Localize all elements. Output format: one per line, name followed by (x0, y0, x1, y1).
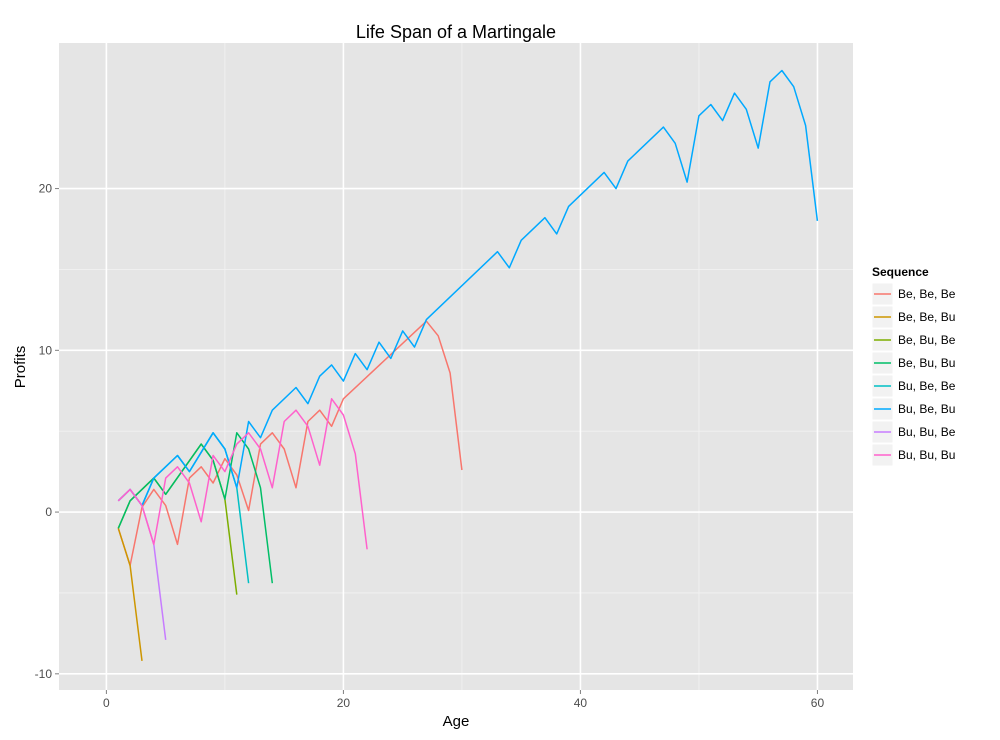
series-line-3 (117, 432, 274, 584)
legend-label-5: Bu, Be, Bu (898, 402, 955, 416)
legend-label-4: Bu, Be, Be (898, 379, 956, 393)
series-line-5 (117, 69, 819, 507)
x-tick-label: 0 (103, 696, 110, 710)
chart-title: Life Span of a Martingale (356, 22, 556, 42)
legend-title: Sequence (872, 265, 929, 279)
legend-label-7: Bu, Bu, Bu (898, 448, 955, 462)
y-tick-label: 10 (39, 343, 53, 357)
series-line-1 (117, 528, 143, 661)
legend-label-0: Be, Be, Be (898, 287, 956, 301)
x-axis-title: Age (443, 713, 470, 730)
legend-label-2: Be, Bu, Be (898, 333, 956, 347)
x-axis: 0 20 40 60 (103, 690, 824, 710)
y-axis: -10 0 10 20 (35, 182, 59, 681)
plot-panel (59, 43, 853, 690)
x-tick-label: 40 (574, 696, 588, 710)
y-tick-label: 0 (45, 505, 52, 519)
y-tick-label: -10 (35, 667, 53, 681)
y-axis-title: Profits (12, 346, 29, 389)
panel-background (59, 43, 853, 690)
y-tick-label: 20 (39, 182, 53, 196)
x-tick-label: 60 (811, 696, 825, 710)
series-line-0 (117, 320, 463, 567)
legend-label-1: Be, Be, Bu (898, 310, 955, 324)
legend: Sequence Be, Be, Be Be, Be, Bu Be, Bu, Be B… (871, 265, 956, 467)
series-line-7 (117, 398, 368, 550)
legend-label-6: Bu, Bu, Be (898, 425, 956, 439)
x-tick-label: 20 (337, 696, 351, 710)
legend-label-3: Be, Bu, Bu (898, 356, 955, 370)
